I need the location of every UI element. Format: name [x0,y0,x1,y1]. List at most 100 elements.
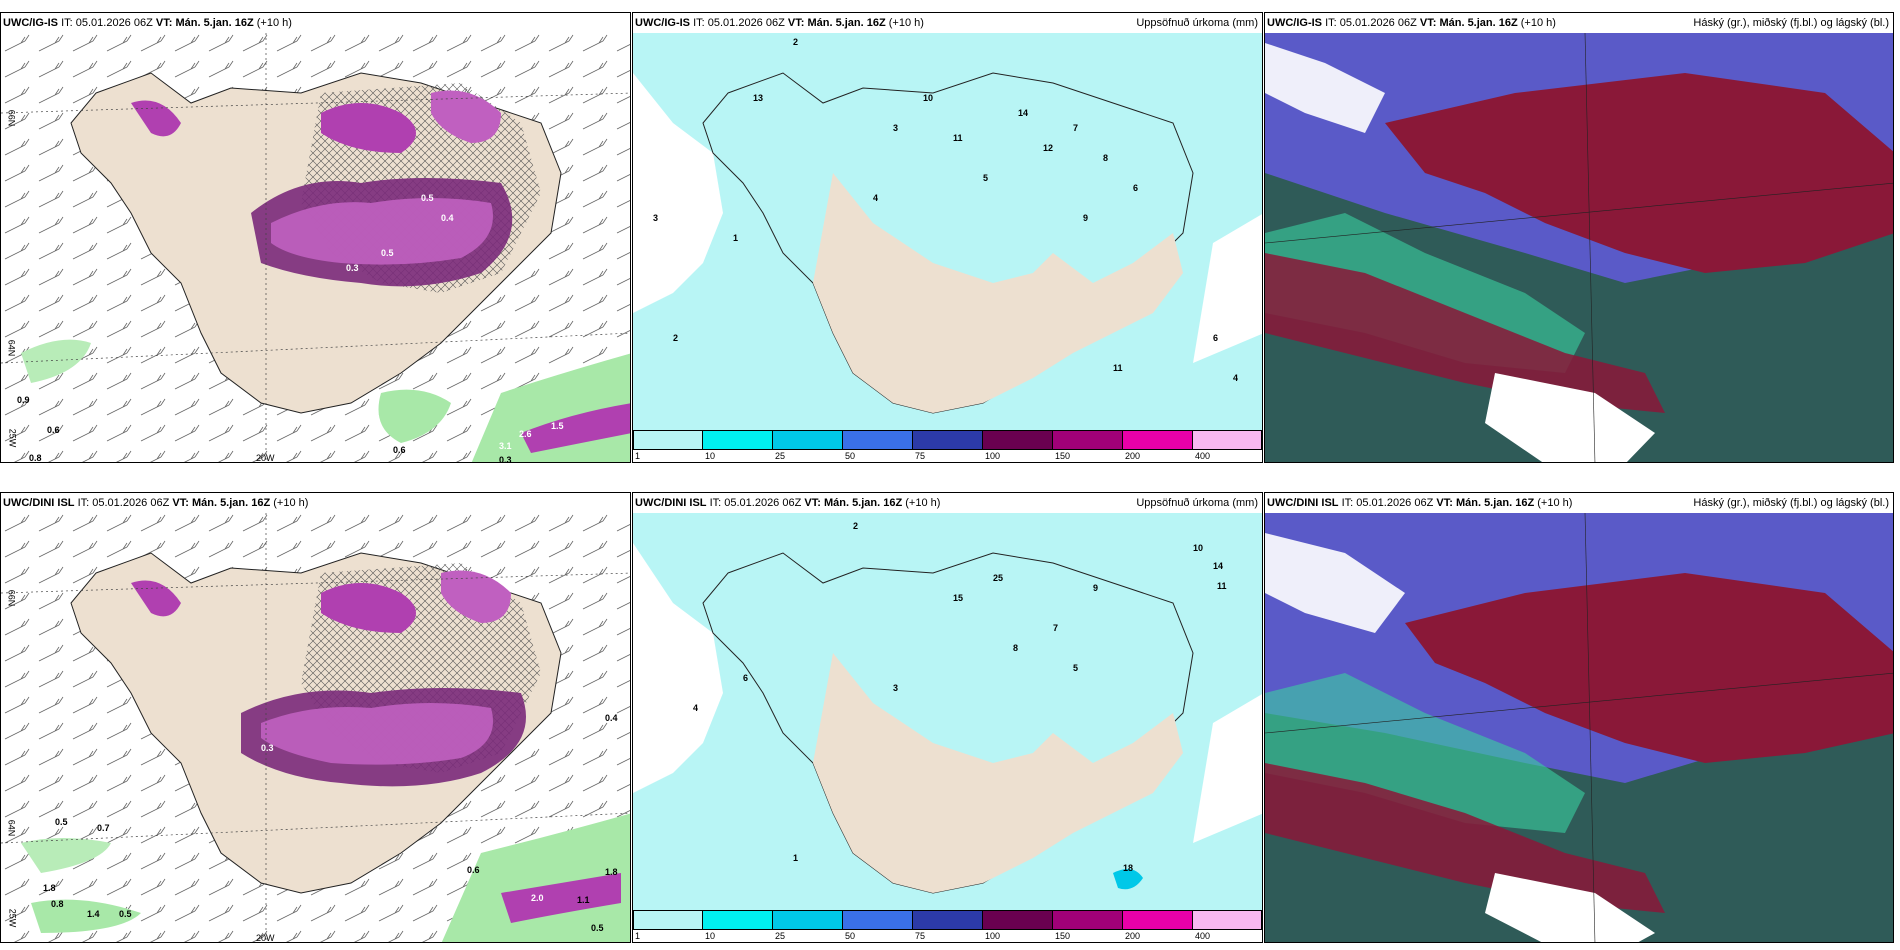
valid-time: Mán. 5.jan. 16Z [191,497,271,509]
init-label: IT: [709,497,722,509]
init-time: 05.01.2026 06Z [92,497,170,509]
model-name: UWC/IG-IS [635,17,690,29]
value-label: 14 [1213,561,1224,571]
init-label: IT: [61,17,73,29]
valid-label: VT: [787,17,805,29]
colorbar-segment [1193,430,1262,450]
colorbar-tick: 200 [1125,931,1141,941]
panel-cloud-ig: UWC/IG-IS IT: 05.01.2026 06Z VT: Mán. 5.… [1264,12,1894,463]
panel-title: Uppsöfnuð úrkoma (mm) [1136,17,1258,29]
colorbar-segment [983,430,1053,450]
colorbar-segment [1053,910,1123,930]
colorbar-tick: 25 [775,931,786,941]
lead-time: (+10 h) [256,17,292,29]
value-label: 6 [1213,333,1219,343]
lon-label: 20W [256,453,275,463]
lead-time: (+10 h) [273,497,309,509]
init-time: 05.01.2026 06Z [75,17,153,29]
colorbar-tick: 50 [845,931,856,941]
cloud-map [1265,513,1893,942]
value-label: 0.7 [97,823,110,833]
valid-label: VT: [1419,17,1437,29]
lon-label: 20W [256,933,275,943]
lat-label: 64N [6,819,17,837]
panel-precip-ig: UWC/IG-IS IT: 05.01.2026 06Z VT: Mán. 5.… [632,12,1263,463]
panel-precip-dini: UWC/DINI ISL IT: 05.01.2026 06Z VT: Mán.… [632,492,1263,943]
colorbar-tick: 150 [1055,931,1071,941]
model-name: UWC/DINI ISL [1267,497,1339,509]
value-label: 6 [1133,183,1139,193]
panel-header: UWC/DINI ISL IT: 05.01.2026 06Z VT: Mán.… [1265,493,1893,513]
value-label: 0.3 [261,743,274,753]
value-label: 8 [1103,153,1109,163]
value-label: 2 [793,37,799,47]
colorbar-segment [703,910,773,930]
value-label: 0.5 [55,817,68,827]
model-name: UWC/DINI ISL [635,497,707,509]
value-label: 2.6 [519,429,532,439]
lon-label: 25W [7,428,18,448]
value-label: 3 [893,683,899,693]
value-label: 0.8 [29,453,42,463]
value-label: 0.6 [393,445,406,455]
snow-map-svg [1,513,630,942]
panel-snow-dini: UWC/DINI ISL IT: 05.01.2026 06Z VT: Mán.… [0,492,631,943]
lead-time: (+10 h) [1537,497,1573,509]
lon-label: 25W [7,908,18,928]
colorbar-tick: 1 [635,931,641,941]
valid-label: VT: [804,497,821,509]
value-label: 1.1 [577,895,590,905]
colorbar-tick: 10 [705,451,716,461]
value-label: 10 [1193,543,1204,553]
colorbar-segment [1053,430,1123,450]
colorbar-frame [633,910,1262,930]
init-label: IT: [1341,497,1354,509]
init-time: 05.01.2026 06Z [1339,17,1417,29]
colorbar-segment [913,910,983,930]
colorbar-tick: 200 [1125,451,1141,461]
colorbar-segment [773,910,843,930]
value-label: 1.4 [87,909,100,919]
panel-title: Háský (gr.), miðský (fj.bl.) og lágský (… [1693,497,1889,509]
value-label: 4 [693,703,699,713]
value-label: 4 [1233,373,1239,383]
colorbar-segment [913,430,983,450]
cloud-map [1265,33,1893,462]
lat-label: 66N [6,589,17,607]
model-name: UWC/IG-IS [3,17,58,29]
valid-time: Mán. 5.jan. 16Z [1455,497,1535,509]
value-label: 1.5 [551,421,564,431]
valid-time: Mán. 5.jan. 16Z [807,17,886,29]
lead-time: (+10 h) [1520,17,1556,29]
cloud-map-svg [1265,513,1893,942]
colorbar-tick: 10 [705,931,716,941]
colorbar-segment [773,430,843,450]
value-label: 2 [853,521,859,531]
lead-time: (+10 h) [905,497,941,509]
valid-label: VT: [172,497,189,509]
snow-map-svg [1,33,630,462]
value-label: 4 [873,193,879,203]
lat-label: 64N [6,339,17,357]
init-label: IT: [693,17,705,29]
value-label: 9 [1093,583,1099,593]
value-label: 25 [993,573,1004,583]
precip-map: 2 3 10 11 13 14 12 7 8 5 4 6 9 1 3 2 11 … [633,33,1262,462]
init-label: IT: [1325,17,1337,29]
value-label: 5 [983,173,989,183]
precip-map: 2 10 14 11 25 15 9 7 8 5 3 4 6 1 18 [633,513,1262,942]
value-label: 0.5 [421,193,434,203]
value-label: 3.1 [499,441,512,451]
colorbar-tick: 25 [775,451,786,461]
value-label: 11 [1113,363,1123,373]
value-label: 18 [1123,863,1134,873]
valid-time: Mán. 5.jan. 16Z [1439,17,1518,29]
colorbar-tick: 75 [915,451,926,461]
value-label: 0.4 [441,213,454,223]
precip-map-svg [633,33,1262,432]
value-label: 0.5 [381,248,394,258]
value-label: 5 [1073,663,1079,673]
lat-label: 66N [6,109,17,127]
value-label: 7 [1073,123,1079,133]
colorbar: 1 10 25 50 75 100 150 200 400 [633,910,1262,942]
